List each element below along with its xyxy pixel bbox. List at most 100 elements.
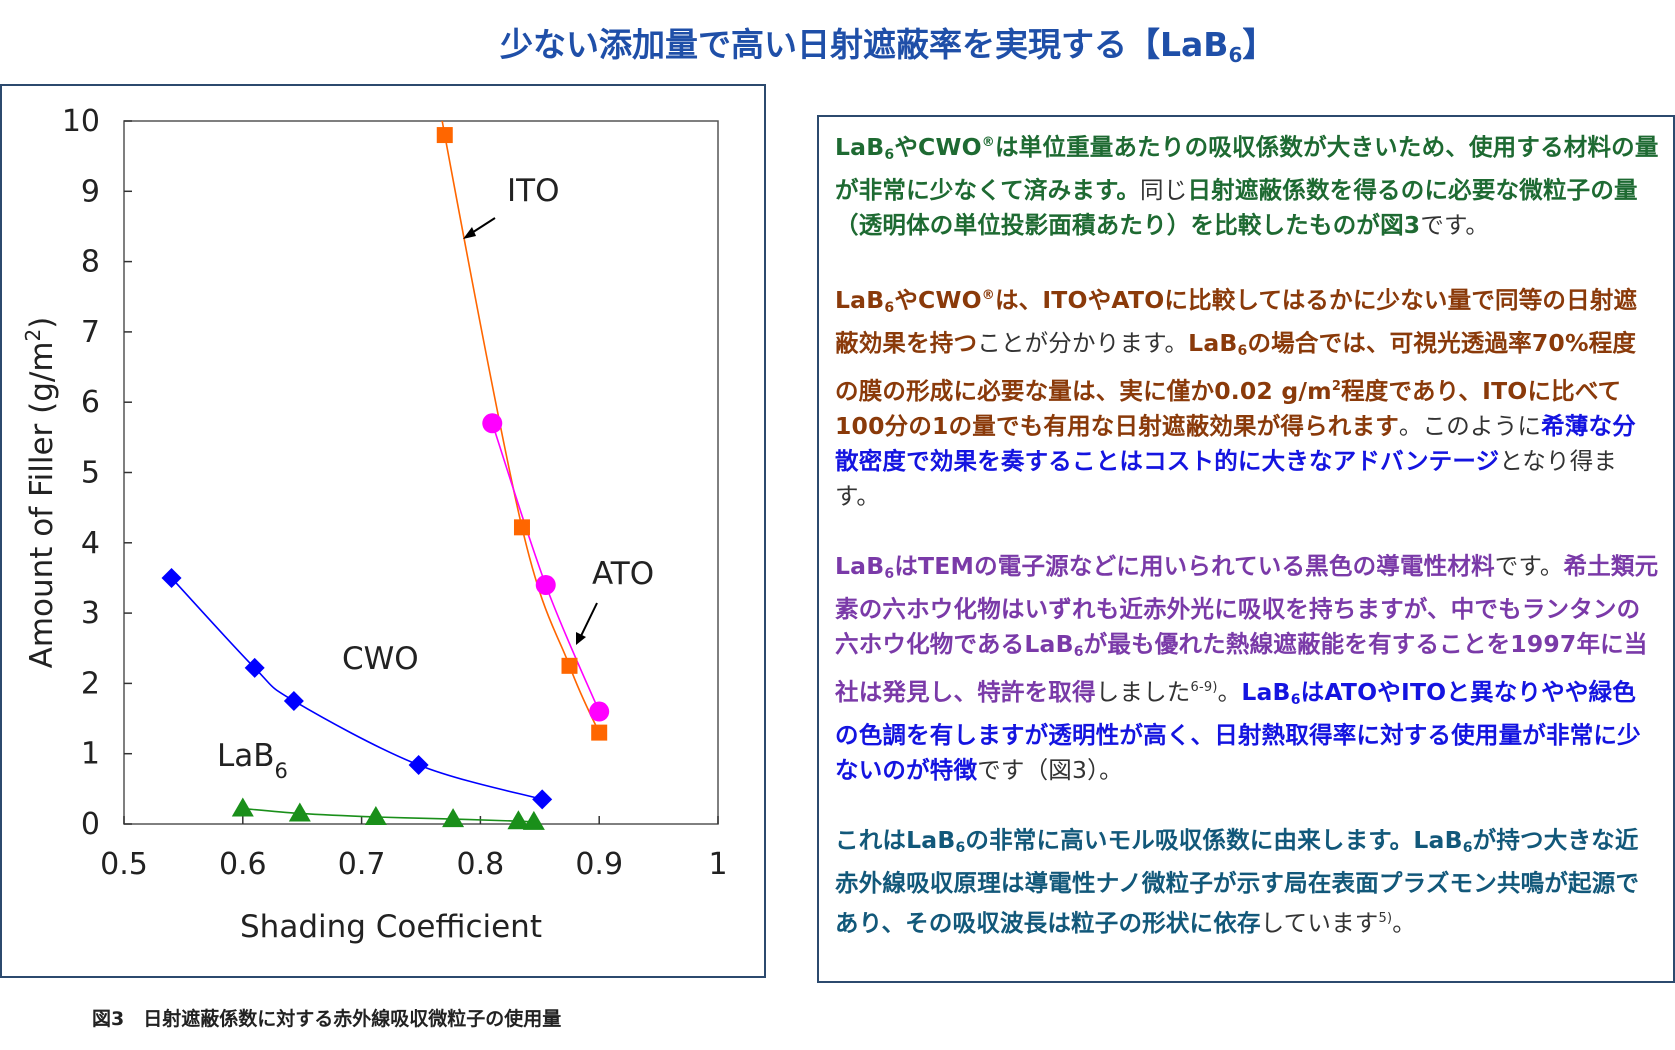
p4-b-sub: 6	[1462, 840, 1473, 856]
p3-g: 。	[1217, 678, 1242, 706]
p4-b: の非常に高いモル吸収係数に由来します。LaB	[965, 826, 1463, 854]
data-point-cwo	[283, 690, 304, 711]
x-axis-label: Shading Coefficient	[240, 909, 542, 945]
p3-i: はATOやITOと異なりやや緑色の色調を有しますが透明性が高く、日射熱取得率に対…	[835, 678, 1641, 784]
y-tick-label: 7	[81, 315, 100, 350]
data-point-lab	[507, 810, 530, 830]
label-ato: ATO	[592, 556, 654, 592]
y-tick-label: 3	[81, 596, 100, 631]
data-point-lab	[442, 808, 465, 828]
x-tick-label: 0.8	[457, 847, 505, 882]
p3-c: です。	[1494, 552, 1564, 580]
p3-h-sub: 6	[1290, 692, 1301, 708]
y-tick-label: 9	[81, 174, 100, 209]
y-tick-label: 0	[81, 807, 100, 842]
y-tick-label: 2	[81, 666, 100, 701]
p1-f: です。	[1420, 211, 1490, 239]
paragraph-1: LaB6やCWO®は単位重量あたりの吸収係数が大きいため、使用する材料の量が非常…	[835, 125, 1659, 243]
p2-b-sup: ®	[981, 288, 995, 303]
p2-a-sub: 6	[884, 300, 895, 316]
data-point-cwo	[408, 754, 429, 775]
x-tick-label: 0.7	[338, 847, 386, 882]
data-point-lab	[364, 805, 387, 825]
page-title-subscript: 6	[1228, 43, 1243, 67]
y-tick-label: 8	[81, 245, 100, 280]
y-axis-label: Amount of Filler (g/m2)	[21, 317, 60, 669]
p2-g: 程度であり、ITOに比べて100分の1の量でも有用な日射遮蔽効果が得られます	[835, 377, 1622, 440]
plot-area	[123, 120, 719, 825]
p3-e: が最も優れた熱線遮蔽能を有することを1997年に当社は発見し、特許を取得	[835, 630, 1648, 706]
data-point-ato	[535, 574, 556, 595]
p1-b-sup: ®	[981, 135, 995, 150]
page-title-text: 少ない添加量で高い日射遮蔽率を実現する【LaB	[500, 25, 1229, 64]
p1-d: 同じ	[1140, 176, 1188, 204]
page-title-close: 】	[1242, 25, 1276, 64]
x-tick-label: 0.9	[575, 847, 623, 882]
paragraph-3: LaB6はTEMの電子源などに用いられている黒色の導電性材料です。希土類元素の六…	[835, 549, 1659, 788]
p3-f-sup: 6-9)	[1190, 680, 1218, 695]
data-point-cwo	[532, 789, 553, 810]
p3-d: 希土類元素の六ホウ化物はいずれも近赤外光に吸収を持ちますが、中でもランタンの六ホ…	[835, 552, 1659, 658]
p2-j: となり得ます。	[835, 447, 1618, 510]
p2-c: は、ITOやATOに比較してはるかに少ない量で同等の日射遮蔽効果を持つ	[835, 286, 1638, 357]
p1-a: LaB	[835, 133, 885, 161]
label-ito: ITO	[507, 173, 559, 209]
p3-a-sub: 6	[884, 566, 895, 582]
p3-d-sub: 6	[1073, 644, 1084, 660]
p3-j: です（図3）。	[977, 756, 1123, 784]
p4-e: 。	[1392, 909, 1416, 937]
data-point-ito	[561, 657, 578, 674]
p2-f-sup: 2	[1331, 379, 1342, 394]
p4-d-sup: 5)	[1378, 911, 1393, 926]
page-title: 少ない添加量で高い日射遮蔽率を実現する【LaB6】	[500, 18, 1400, 67]
data-point-lab	[288, 802, 311, 822]
p3-h: LaB	[1241, 678, 1291, 706]
y-tick-label: 4	[81, 526, 100, 561]
data-point-ito	[513, 519, 530, 536]
p2-i: 希薄な分散密度で効果を奏することはコスト的に大きなアドバンテージ	[835, 412, 1636, 475]
data-point-lab	[231, 797, 254, 817]
p2-b: やCWO	[894, 286, 982, 314]
chart-panel: 0.5 0.6 0.7 0.8 0.9 1 0 1 2 3 4 5 6 7 8 9 10 Shading Coef…	[0, 84, 766, 978]
data-point-lab	[522, 810, 545, 830]
figure-caption: 図3 日射遮蔽係数に対する赤外線吸収微粒子の使用量	[92, 1008, 562, 1030]
p1-a-sub: 6	[884, 147, 895, 163]
label-cwo: CWO	[342, 641, 419, 677]
arrowhead-ito	[463, 227, 476, 239]
p2-d: ことが分かります。	[977, 329, 1189, 357]
y-tick-label: 10	[62, 104, 100, 139]
data-point-cwo	[161, 567, 182, 588]
p2-e-sub: 6	[1237, 343, 1248, 359]
y-tick-label: 6	[81, 385, 100, 420]
p3-a: LaB	[835, 552, 885, 580]
p2-e: LaB	[1188, 329, 1238, 357]
x-tick-label: 0.5	[100, 847, 148, 882]
p2-f: の場合では、可視光透過率70%程度の膜の形成に必要な量は、実に僅か0.02 g/…	[835, 329, 1637, 405]
data-point-ito	[591, 724, 608, 741]
paragraph-2: LaB6やCWO®は、ITOやATOに比較してはるかに少ない量で同等の日射遮蔽効…	[835, 278, 1659, 514]
label-lab6: LaB6	[217, 738, 288, 783]
data-point-cwo	[244, 657, 265, 678]
p3-f: しました	[1095, 678, 1191, 706]
y-tick-label: 1	[81, 737, 100, 772]
data-point-ato	[589, 701, 610, 722]
x-tick-label: 1	[708, 847, 727, 882]
p1-b: やCWO	[894, 133, 982, 161]
p4-a-sub: 6	[955, 840, 966, 856]
p4-d: しています	[1260, 909, 1379, 937]
p1-e: 日射遮蔽係数を得るのに必要な微粒子の量（透明体の単位投影面積あたり）を比較したも…	[835, 176, 1638, 239]
y-tick-label: 5	[81, 456, 100, 491]
p4-c: が持つ大きな近赤外線吸収原理は導電性ナノ微粒子が示す局在表面プラズモン共鳴が起源…	[835, 826, 1640, 937]
data-point-ito	[436, 127, 453, 144]
p1-c: は単位重量あたりの吸収係数が大きいため、使用する材料の量が非常に少なくて済みます…	[835, 133, 1659, 204]
p4-a: これはLaB	[835, 826, 956, 854]
explanation-box: LaB6やCWO®は単位重量あたりの吸収係数が大きいため、使用する材料の量が非常…	[817, 115, 1675, 983]
arrowhead-ato	[576, 632, 586, 645]
paragraph-4: これはLaB6の非常に高いモル吸収係数に由来します。LaB6が持つ大きな近赤外線…	[835, 823, 1659, 941]
p2-a: LaB	[835, 286, 885, 314]
x-tick-label: 0.6	[219, 847, 267, 882]
p2-h: 。このように	[1398, 412, 1542, 440]
arrow-ato	[579, 602, 598, 639]
data-point-ato	[482, 413, 503, 434]
